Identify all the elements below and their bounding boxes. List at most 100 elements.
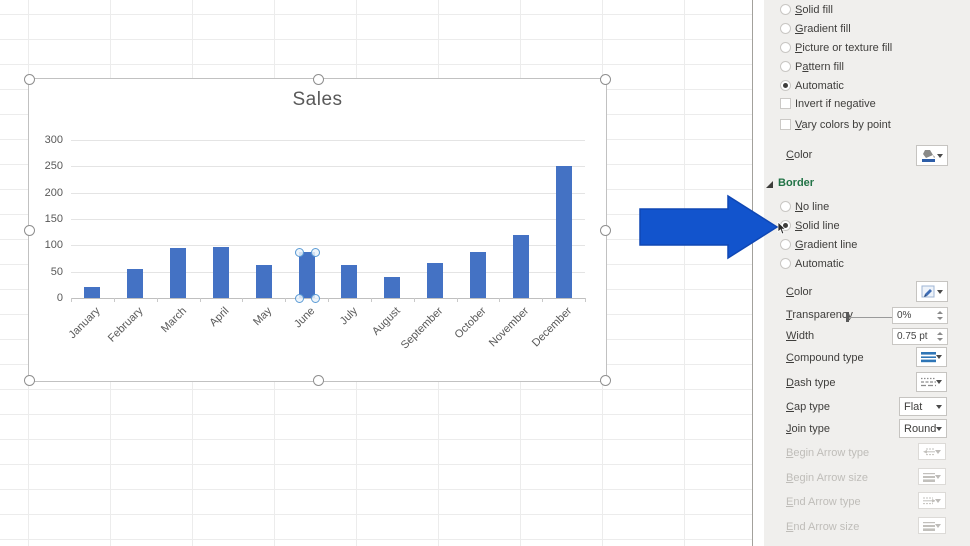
width-spinner[interactable]: 0.75 pt <box>892 328 948 345</box>
radio-no-line[interactable] <box>780 201 791 212</box>
format-data-series-pane: Solid fill Gradient fill Picture or text… <box>764 0 970 546</box>
option-solid-line[interactable]: Solid line <box>764 219 970 239</box>
x-axis-category-label: May <box>251 305 275 329</box>
line-color-label: Color <box>786 286 813 298</box>
checkbox-invert-if-negative[interactable] <box>780 98 791 109</box>
chart-title[interactable]: Sales <box>292 89 343 110</box>
x-axis-category-label: April <box>207 305 232 330</box>
pane-gutter <box>753 0 764 546</box>
radio-pattern-fill[interactable] <box>780 61 791 72</box>
bar-january[interactable] <box>84 287 101 298</box>
option-label: Automatic <box>795 80 844 92</box>
bar-may[interactable] <box>255 265 272 298</box>
bar-february[interactable] <box>127 269 144 298</box>
width-value[interactable]: 0.75 pt <box>897 331 928 342</box>
border-section-header[interactable]: Border <box>764 177 970 193</box>
radio-automatic-fill[interactable] <box>780 80 791 91</box>
data-point-handle[interactable] <box>294 294 304 303</box>
begin-arrow-size-row: Begin Arrow size <box>764 468 970 492</box>
spinner-down-icon[interactable] <box>937 317 943 320</box>
x-axis-category-label: January <box>66 305 103 342</box>
option-label: Gradient fill <box>795 23 851 35</box>
option-no-line[interactable]: No line <box>764 200 970 220</box>
data-point-handle[interactable] <box>310 294 320 303</box>
option-vary-colors-by-point[interactable]: Vary colors by point <box>764 118 970 138</box>
spinner-down-icon[interactable] <box>937 338 943 341</box>
bar-november[interactable] <box>512 234 529 298</box>
section-expand-icon <box>766 181 773 188</box>
chart-handle-mid-right[interactable] <box>600 225 611 236</box>
radio-automatic-line[interactable] <box>780 258 791 269</box>
chart-handle-top-center[interactable] <box>312 74 324 85</box>
radio-gradient-fill[interactable] <box>780 23 791 34</box>
transparency-slider-track[interactable] <box>850 317 892 318</box>
bar-april[interactable] <box>212 246 229 298</box>
end-arrow-type-dropdown[interactable] <box>918 492 946 509</box>
option-pattern-fill[interactable]: Pattern fill <box>764 60 970 80</box>
dash-type-label: Dash type <box>786 377 836 389</box>
chart-handle-bottom-right[interactable] <box>600 375 611 386</box>
option-automatic-line[interactable]: Automatic <box>764 257 970 277</box>
line-color-button[interactable] <box>916 281 948 302</box>
chart-handle-bottom-left[interactable] <box>24 375 35 386</box>
radio-solid-fill[interactable] <box>780 4 791 15</box>
bar-june[interactable] <box>298 251 315 298</box>
data-point-handle[interactable] <box>310 247 320 257</box>
option-gradient-fill[interactable]: Gradient fill <box>764 22 970 42</box>
transparency-label: Transparency <box>786 309 853 321</box>
border-section-title: Border <box>778 177 815 189</box>
option-automatic-fill[interactable]: Automatic <box>764 79 970 99</box>
transparency-spinner[interactable]: 0% <box>892 307 948 324</box>
x-axis-category-label: February <box>106 305 146 345</box>
option-picture-texture-fill[interactable]: Picture or texture fill <box>764 41 970 61</box>
transparency-row: Transparency 0% <box>764 307 970 329</box>
gridline <box>71 166 585 168</box>
option-label: Pattern fill <box>795 61 844 73</box>
bar-october[interactable] <box>469 251 486 298</box>
x-axis-tick-mark <box>113 298 115 302</box>
compound-type-dropdown[interactable] <box>916 347 947 367</box>
dash-type-icon <box>921 377 936 387</box>
end-arrow-type-icon <box>923 497 935 504</box>
pane-divider[interactable] <box>752 0 753 546</box>
transparency-value[interactable]: 0% <box>897 310 912 321</box>
option-solid-fill[interactable]: Solid fill <box>764 3 970 23</box>
bar-september[interactable] <box>427 262 444 298</box>
option-label: Automatic <box>795 258 844 270</box>
dash-type-dropdown[interactable] <box>916 372 947 392</box>
chart-handle-top-left[interactable] <box>24 74 35 85</box>
chart-handle-mid-left[interactable] <box>24 225 35 236</box>
begin-arrow-size-label: Begin Arrow size <box>786 472 868 484</box>
dash-type-row: Dash type <box>764 372 970 397</box>
option-invert-if-negative[interactable]: Invert if negative <box>764 97 970 117</box>
end-arrow-size-dropdown[interactable] <box>918 517 946 534</box>
data-point-handle[interactable] <box>294 247 304 257</box>
radio-picture-texture-fill[interactable] <box>780 42 791 53</box>
x-axis-category-label: August <box>370 305 403 338</box>
begin-arrow-size-dropdown[interactable] <box>918 468 946 485</box>
x-axis-category-label: March <box>158 305 189 336</box>
dropdown-caret-icon <box>935 474 941 479</box>
chart-handle-bottom-center[interactable] <box>312 375 324 386</box>
bar-august[interactable] <box>384 276 401 298</box>
y-axis-tick-label: 100 <box>44 239 63 252</box>
transparency-slider-thumb[interactable] <box>846 312 849 322</box>
cap-type-dropdown[interactable]: Flat <box>899 397 947 416</box>
join-type-dropdown[interactable]: Round <box>899 419 947 438</box>
radio-gradient-line[interactable] <box>780 239 791 250</box>
bar-december[interactable] <box>555 166 572 298</box>
x-axis-tick-mark <box>328 298 329 302</box>
begin-arrow-size-icon <box>923 472 935 482</box>
option-gradient-line[interactable]: Gradient line <box>764 238 970 258</box>
fill-color-row: Color <box>764 145 970 173</box>
bar-march[interactable] <box>170 247 187 298</box>
fill-color-button[interactable] <box>916 145 948 166</box>
sales-chart[interactable]: Sales 0 50 100 150 200 250 300 January February M… <box>24 74 611 386</box>
bar-july[interactable] <box>341 265 358 298</box>
chart-handle-top-right[interactable] <box>600 74 611 85</box>
begin-arrow-type-dropdown[interactable] <box>918 443 946 460</box>
spinner-up-icon[interactable] <box>937 332 943 335</box>
checkbox-vary-colors-by-point[interactable] <box>780 119 791 130</box>
spinner-up-icon[interactable] <box>937 311 943 314</box>
